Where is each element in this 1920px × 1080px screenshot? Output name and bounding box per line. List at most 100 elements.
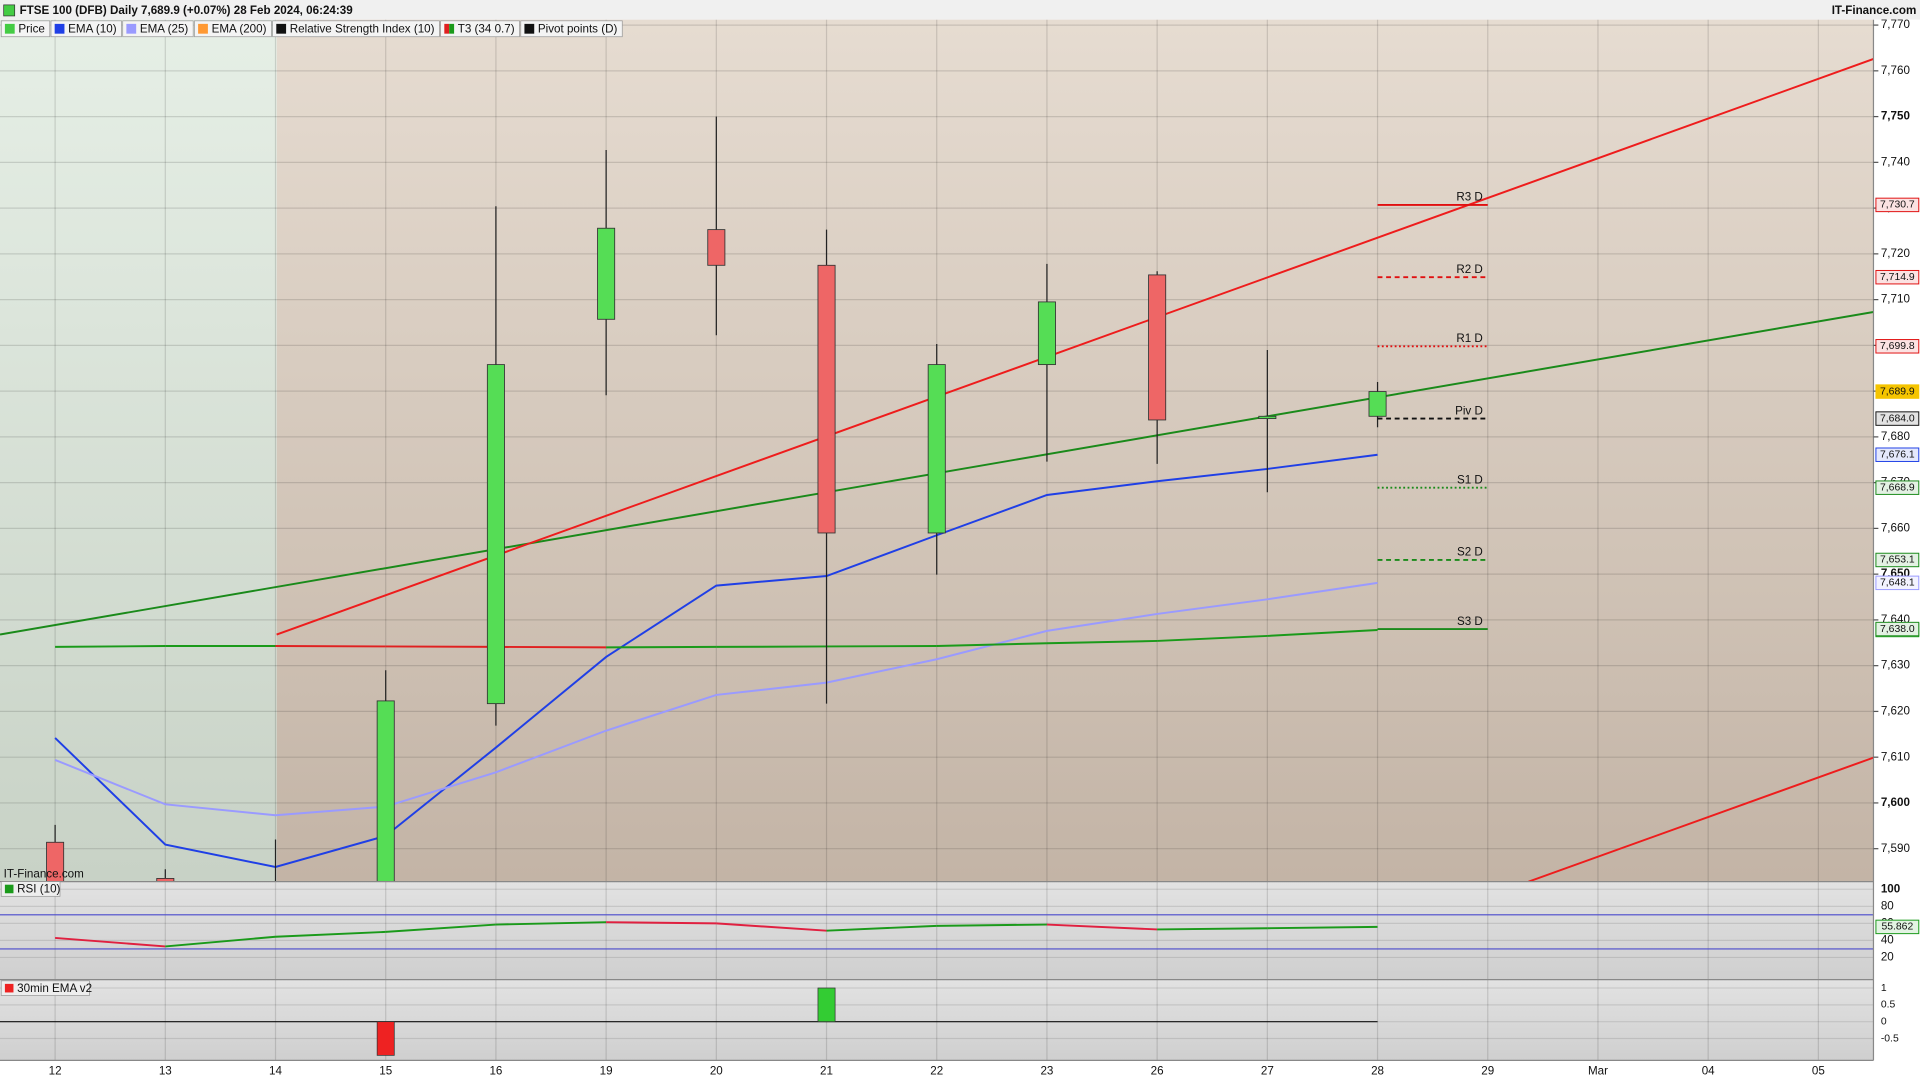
x-tick-label: 16 bbox=[489, 1065, 502, 1078]
ema-bar bbox=[376, 1021, 395, 1056]
legend-swatch bbox=[449, 23, 455, 34]
pivot-axis-label-tint bbox=[1875, 198, 1919, 212]
pivot-axis-label-tint bbox=[1875, 622, 1919, 636]
candle-body bbox=[1037, 301, 1056, 366]
legend-label: T3 (34 0.7) bbox=[458, 22, 515, 35]
pivot-axis-label-box bbox=[1875, 197, 1920, 213]
ema-panel-background bbox=[0, 979, 1874, 1061]
rsi-value-label-tint bbox=[1875, 920, 1919, 934]
candle-body bbox=[817, 264, 836, 534]
candle-body bbox=[927, 364, 946, 534]
rsi-line bbox=[1046, 923, 1158, 931]
series-line bbox=[55, 645, 166, 648]
x-tick-label: 15 bbox=[379, 1065, 392, 1078]
legend-swatch bbox=[126, 23, 137, 34]
series-line bbox=[936, 642, 1047, 647]
pivot-axis-label-box bbox=[1875, 269, 1920, 285]
x-tick-label: 20 bbox=[710, 1065, 723, 1078]
y-tick-label: 7,750 bbox=[1881, 110, 1910, 123]
legend: Price EMA (10) EMA (25) EMA (200) Relative S… bbox=[0, 20, 623, 38]
x-tick-label: 27 bbox=[1261, 1065, 1274, 1078]
main-panel: R3 D R2 D R1 D Piv D S1 D S2 D S3 D bbox=[0, 58, 1874, 882]
x-tick-label: Mar bbox=[1588, 1065, 1608, 1078]
axes: 12 13 14 15 16 19 20 21 22 23 26 27 28 29 Mar 04 05 7,590… bbox=[0, 18, 1920, 1078]
y-tick-label: 1 bbox=[1881, 983, 1887, 994]
pivot-axis-label: 7,730.7 bbox=[1880, 200, 1915, 211]
pivot-axis-label-box bbox=[1875, 339, 1920, 354]
y-tick-label: 7,720 bbox=[1881, 247, 1911, 260]
trendline bbox=[276, 58, 1874, 636]
candle-body bbox=[597, 227, 616, 320]
pivot-label: R2 D bbox=[1456, 263, 1483, 276]
pivot-axis-label-tint bbox=[1875, 480, 1919, 495]
x-tick-label: 22 bbox=[930, 1065, 943, 1078]
y-tick-label: 7,630 bbox=[1881, 659, 1911, 672]
series-end-label: 7,648.1 bbox=[1880, 578, 1915, 589]
y-tick-label: 7,710 bbox=[1881, 293, 1911, 306]
legend-swatch bbox=[4, 23, 15, 34]
rsi-background bbox=[0, 881, 1874, 980]
x-tick-label: 28 bbox=[1371, 1065, 1384, 1078]
candle-body bbox=[1258, 415, 1277, 420]
rsi-line bbox=[606, 921, 717, 925]
y-tick-label: 7,600 bbox=[1881, 796, 1910, 809]
rsi-line bbox=[55, 936, 166, 948]
pivot-label: R1 D bbox=[1456, 332, 1483, 345]
pivot-label: S1 D bbox=[1457, 473, 1483, 486]
panel-label-box bbox=[0, 881, 61, 897]
rsi-value-label: 55.862 bbox=[1881, 922, 1913, 933]
y-tick-label: 100 bbox=[1881, 882, 1900, 895]
pivot-label: Piv D bbox=[1455, 404, 1483, 417]
y-tick-label: 40 bbox=[1881, 933, 1894, 946]
pivot-axis-label: 7,638.0 bbox=[1880, 624, 1915, 635]
legend-item bbox=[194, 20, 272, 38]
x-tick-label: 13 bbox=[159, 1065, 172, 1078]
series-line bbox=[54, 581, 1378, 817]
pivot-axis-label-box bbox=[1875, 621, 1920, 637]
x-tick-label: 23 bbox=[1040, 1065, 1053, 1078]
candle-body bbox=[156, 878, 175, 882]
x-tick-label: 14 bbox=[269, 1065, 282, 1078]
legend-label: EMA (200) bbox=[212, 22, 267, 35]
pivot-axis-label-tint bbox=[1875, 339, 1919, 354]
y-tick-label: 7,590 bbox=[1881, 842, 1911, 855]
legend-swatch bbox=[444, 23, 450, 34]
candle-body bbox=[376, 700, 395, 882]
y-tick-label: 7,660 bbox=[1881, 521, 1911, 534]
pivot-label: R3 D bbox=[1456, 191, 1483, 204]
pivot-label: S2 D bbox=[1457, 546, 1483, 559]
x-tick-label: 12 bbox=[49, 1065, 62, 1078]
y-tick-label: 0 bbox=[1881, 1016, 1887, 1027]
candle-body bbox=[1368, 391, 1387, 417]
pivot-axis-label-tint bbox=[1875, 411, 1919, 426]
legend-item bbox=[122, 20, 194, 38]
series-line bbox=[1267, 628, 1378, 637]
x-tick-label: 29 bbox=[1481, 1065, 1494, 1078]
y-tick-label: 7,760 bbox=[1881, 64, 1911, 77]
series-end-label-box bbox=[1875, 575, 1920, 591]
rsi-line bbox=[385, 923, 496, 933]
header-bar bbox=[0, 0, 1920, 20]
y-tick-label: 7,740 bbox=[1881, 155, 1911, 168]
pivot-axis-label-tint bbox=[1875, 270, 1919, 284]
legend-label: EMA (10) bbox=[68, 22, 117, 35]
pivot-axis-label-box bbox=[1875, 480, 1920, 495]
watermark: IT-Finance.com bbox=[4, 867, 84, 880]
header-icon bbox=[3, 4, 16, 17]
header-brand: IT-Finance.com bbox=[1832, 4, 1917, 17]
grid bbox=[0, 19, 1874, 1061]
main-background bbox=[276, 19, 1874, 882]
y-tick-label: 80 bbox=[1881, 899, 1894, 912]
rsi-line bbox=[716, 922, 827, 932]
rsi-line bbox=[1267, 925, 1378, 930]
rsi-line bbox=[275, 930, 386, 938]
pivot-axis-label: 7,714.9 bbox=[1880, 272, 1915, 283]
series-end-label-tint bbox=[1875, 576, 1919, 590]
rsi-value-label-box bbox=[1875, 919, 1920, 935]
price-label-box bbox=[1875, 384, 1920, 399]
legend-label: Relative Strength Index (10) bbox=[290, 22, 435, 35]
panel-title: RSI (10) bbox=[17, 883, 60, 896]
pivot-axis-label: 7,699.8 bbox=[1880, 341, 1915, 352]
